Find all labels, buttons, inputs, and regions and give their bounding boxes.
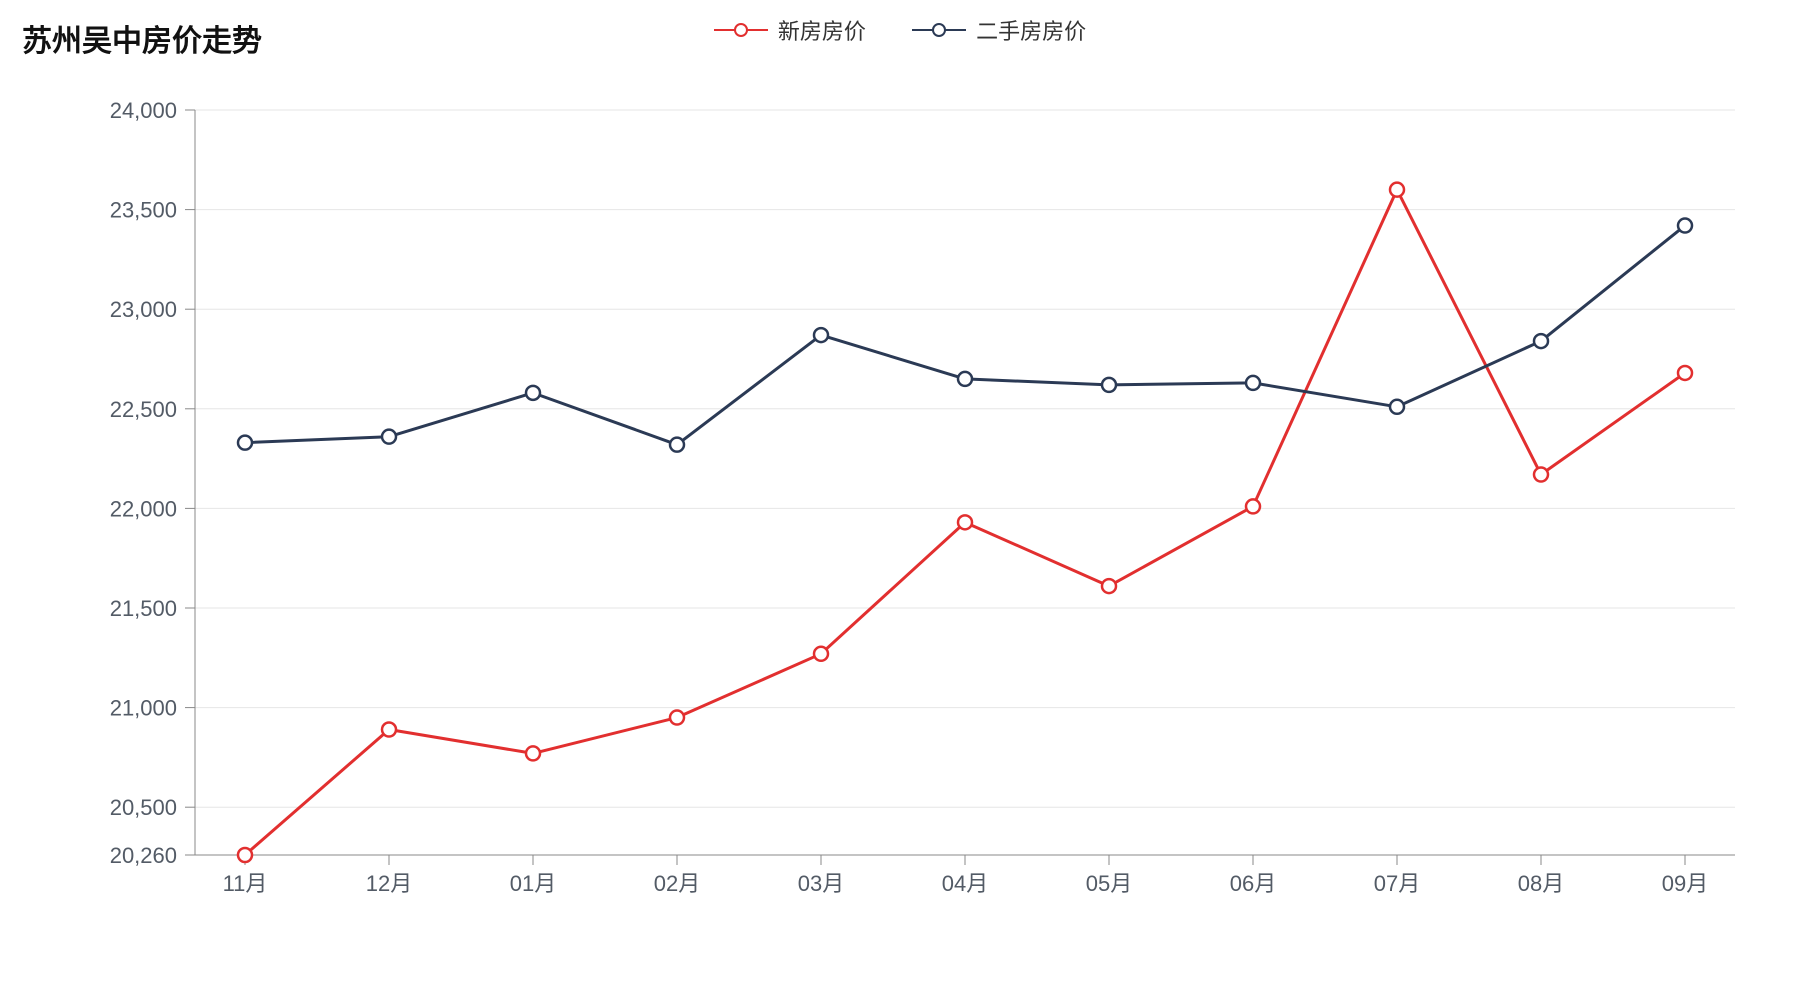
x-tick-label: 06月 [1230,871,1276,896]
data-point[interactable] [958,515,972,529]
data-point[interactable] [1246,499,1260,513]
x-tick-label: 02月 [654,871,700,896]
y-tick-label: 22,500 [110,397,177,422]
y-tick-label: 23,000 [110,297,177,322]
data-point[interactable] [1678,366,1692,380]
data-point[interactable] [238,436,252,450]
data-point[interactable] [670,711,684,725]
data-point[interactable] [238,848,252,862]
x-tick-label: 01月 [510,871,556,896]
price-trend-chart: 20,260 20,500 21,000 21,500 22,000 22,500 23,0… [0,0,1800,1000]
x-tick-label: 09月 [1662,871,1708,896]
y-tick-label: 20,500 [110,795,177,820]
y-tick-label: 24,000 [110,98,177,123]
data-point[interactable] [382,430,396,444]
data-point[interactable] [1390,183,1404,197]
x-tick-label: 08月 [1518,871,1564,896]
x-tick-label: 03月 [798,871,844,896]
data-point[interactable] [1102,579,1116,593]
y-tick-label: 21,500 [110,596,177,621]
data-point[interactable] [1102,378,1116,392]
data-point[interactable] [1390,400,1404,414]
data-point[interactable] [1246,376,1260,390]
data-point[interactable] [526,386,540,400]
y-tick-label: 22,000 [110,496,177,521]
data-point[interactable] [670,438,684,452]
data-point[interactable] [958,372,972,386]
x-tick-label: 12月 [366,871,412,896]
data-point[interactable] [526,746,540,760]
x-tick-label: 04月 [942,871,988,896]
data-point[interactable] [814,328,828,342]
data-point[interactable] [382,723,396,737]
x-tick-label: 05月 [1086,871,1132,896]
data-point[interactable] [1534,468,1548,482]
y-tick-label: 23,500 [110,198,177,223]
y-tick-label: 20,260 [110,843,177,868]
x-tick-label: 07月 [1374,871,1420,896]
data-point[interactable] [814,647,828,661]
data-point[interactable] [1534,334,1548,348]
y-tick-label: 21,000 [110,696,177,721]
x-tick-label: 11月 [223,871,268,896]
data-point[interactable] [1678,219,1692,233]
